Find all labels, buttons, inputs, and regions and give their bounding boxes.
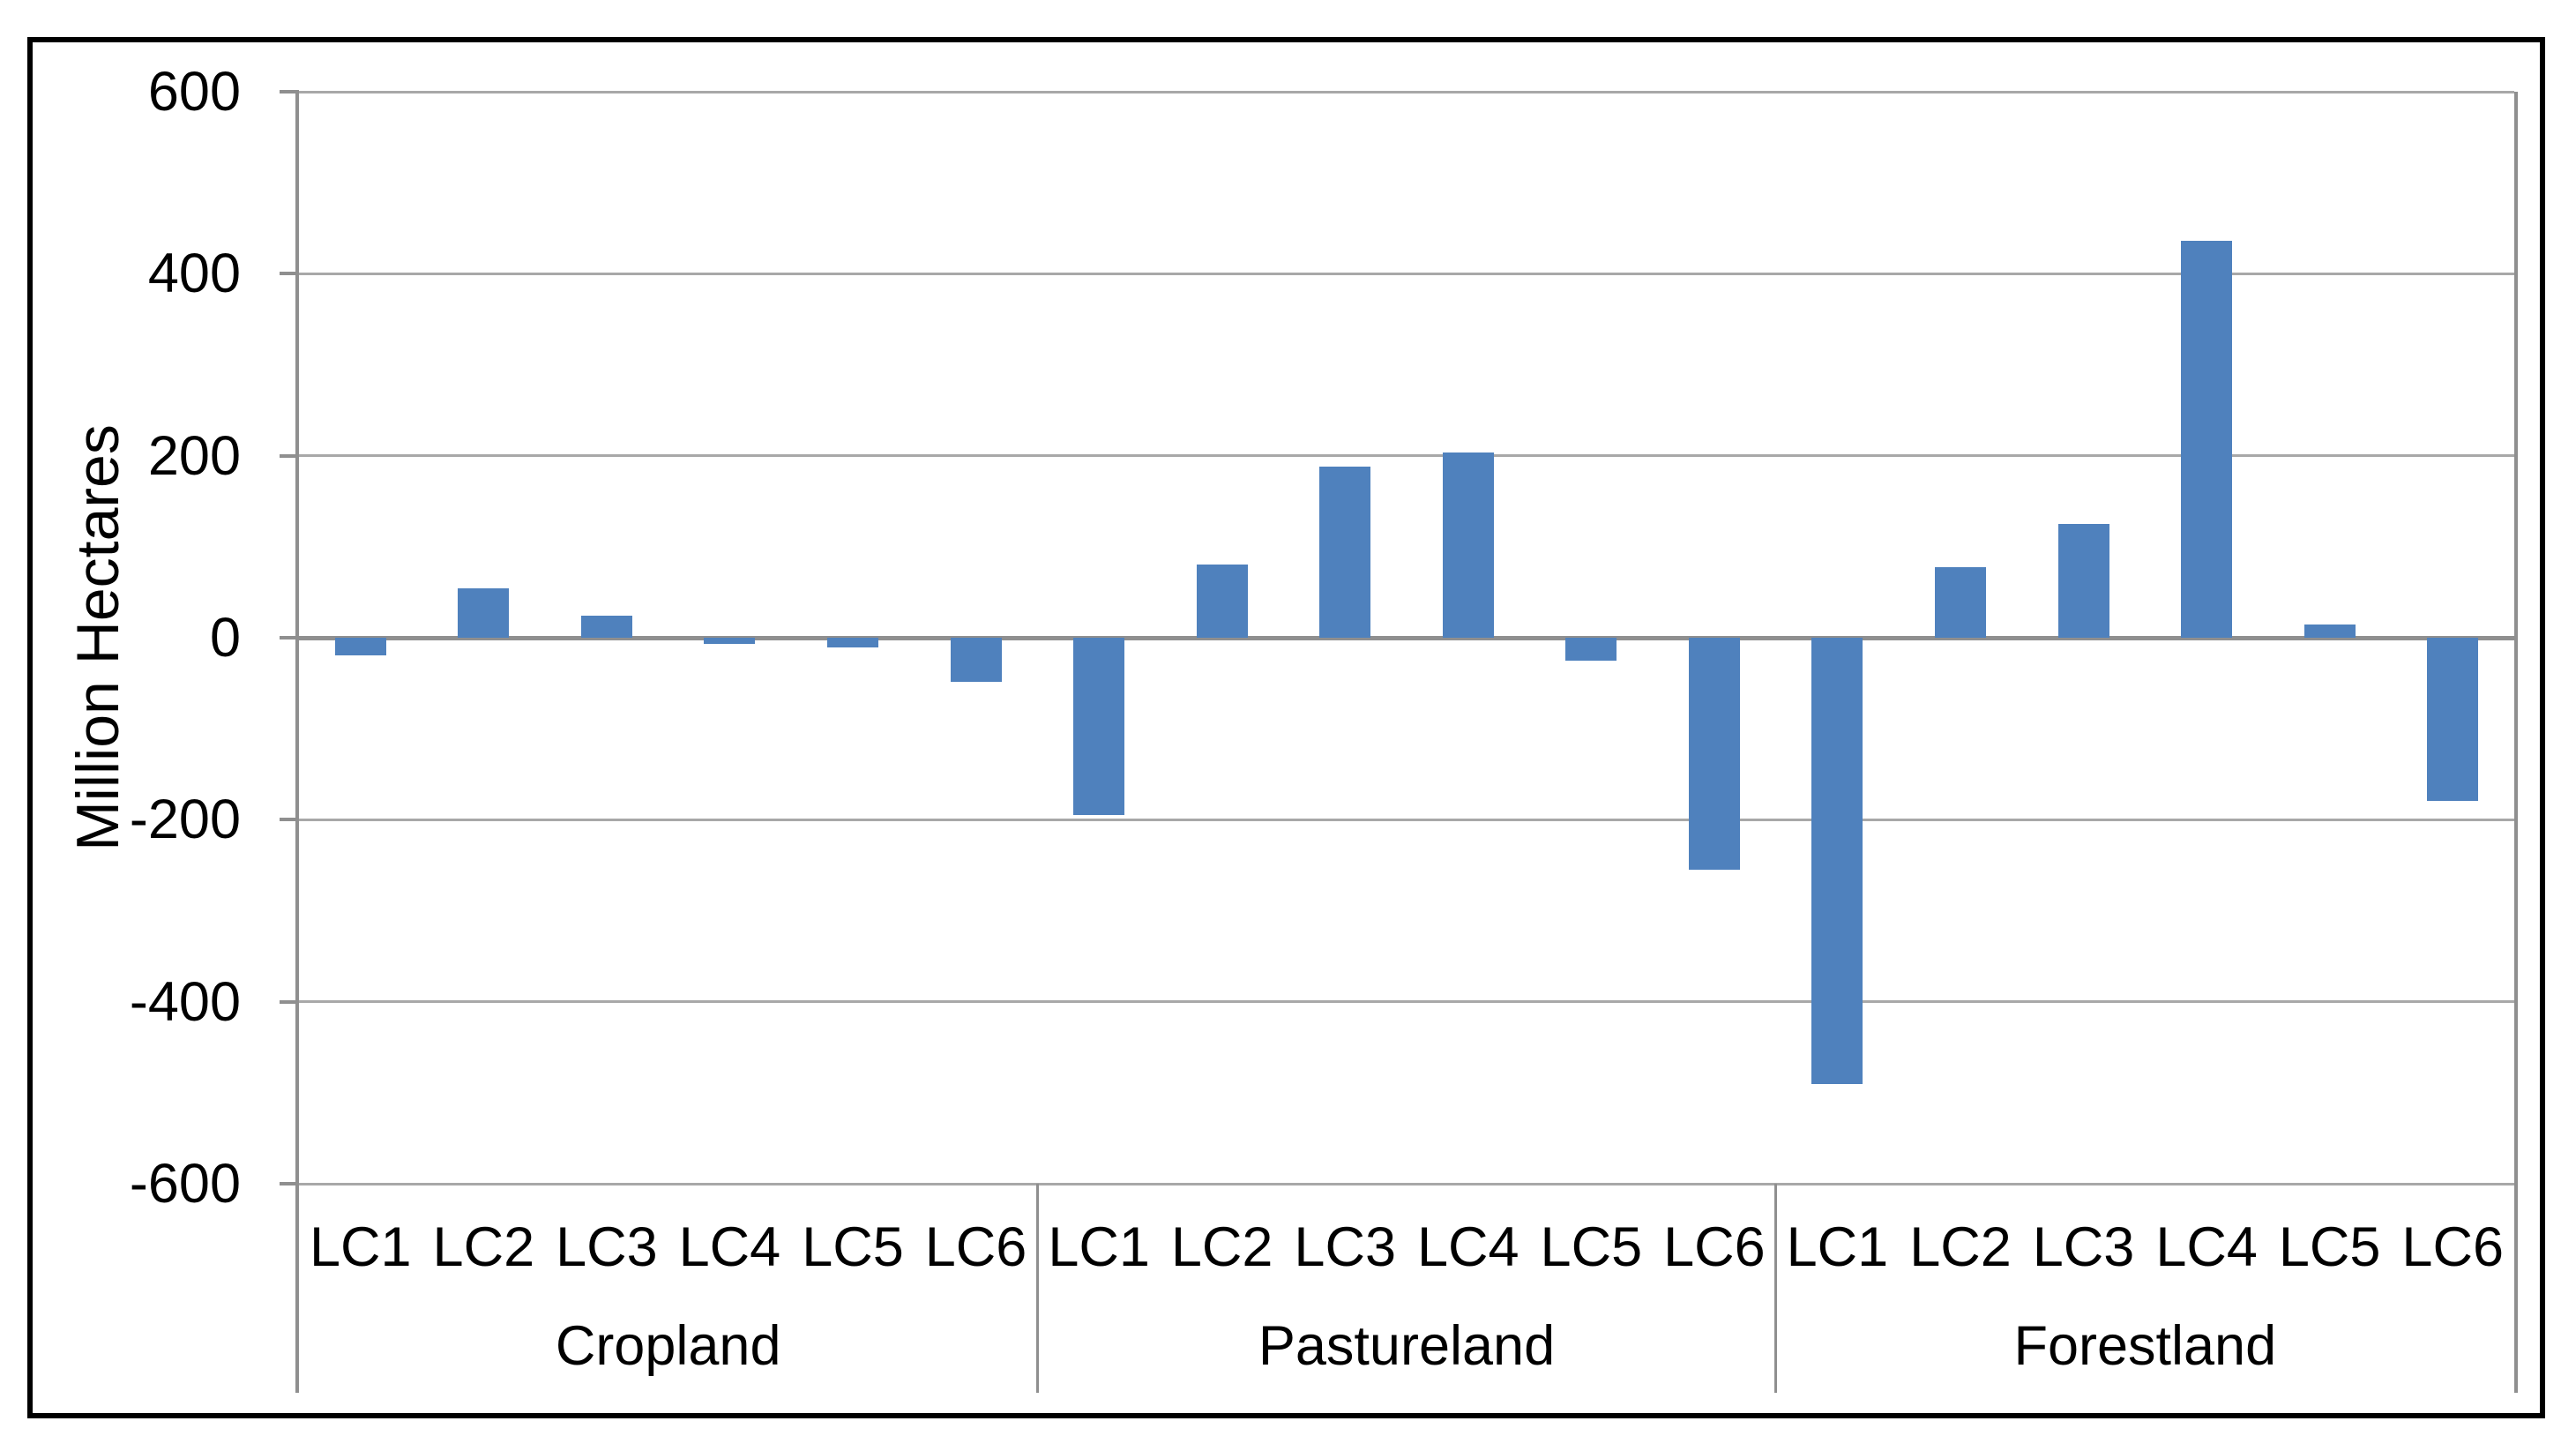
y-tick-mark	[280, 1182, 299, 1185]
bar-pastureland-lc3	[1319, 467, 1371, 638]
bar-forestland-lc2	[1935, 566, 1986, 638]
bar-forestland-lc1	[1811, 638, 1863, 1084]
y-gridline	[299, 1182, 2514, 1185]
bar-pastureland-lc5	[1565, 638, 1617, 661]
bar-forestland-lc3	[2057, 524, 2109, 638]
x-tick-label: LC4	[1416, 1216, 1519, 1278]
bar-forestland-lc6	[2427, 638, 2479, 801]
y-tick-label: 600	[147, 61, 241, 123]
bar-pastureland-lc6	[1688, 638, 1740, 871]
x-tick-label: LC1	[1048, 1216, 1150, 1278]
x-tick-label: LC3	[2032, 1216, 2135, 1278]
x-tick-label: LC4	[678, 1216, 781, 1278]
x-group-label-forestland: Forestland	[2013, 1315, 2277, 1377]
zero-axis-line	[299, 635, 2514, 640]
category-group-separator	[1035, 1184, 1039, 1393]
x-tick-label: LC3	[556, 1216, 658, 1278]
x-group-label-cropland: Cropland	[555, 1315, 781, 1377]
bar-cropland-lc6	[950, 638, 1002, 682]
bar-pastureland-lc1	[1073, 638, 1125, 816]
x-tick-label: LC6	[2401, 1216, 2504, 1278]
y-gridline	[299, 272, 2514, 275]
y-gridline	[299, 454, 2514, 458]
bar-forestland-lc5	[2303, 624, 2356, 638]
x-tick-label: LC2	[1909, 1216, 2012, 1278]
bar-pastureland-lc4	[1442, 452, 1494, 638]
bar-cropland-lc4	[704, 638, 756, 645]
y-tick-label: 400	[147, 243, 241, 305]
y-tick-mark	[280, 818, 299, 822]
bar-cropland-lc1	[334, 638, 386, 655]
bar-cropland-lc3	[580, 616, 632, 638]
y-axis-line	[295, 92, 299, 1393]
y-gridline	[299, 1000, 2514, 1004]
bar-forestland-lc4	[2181, 241, 2233, 638]
y-tick-label: 200	[147, 424, 241, 487]
y-tick-mark	[280, 272, 299, 276]
x-tick-label: LC6	[1663, 1216, 1766, 1278]
y-tick-label: -400	[129, 970, 241, 1033]
y-tick-label: 0	[209, 607, 241, 669]
y-tick-mark	[280, 453, 299, 458]
x-tick-label: LC3	[1294, 1216, 1396, 1278]
x-tick-label: LC1	[309, 1216, 412, 1278]
y-tick-mark	[280, 636, 299, 639]
y-gridline	[299, 818, 2514, 821]
bar-cropland-lc2	[458, 588, 510, 638]
x-tick-label: LC6	[924, 1216, 1027, 1278]
x-tick-label: LC1	[1786, 1216, 1889, 1278]
x-tick-label: LC5	[2278, 1216, 2381, 1278]
x-tick-label: LC4	[2155, 1216, 2258, 1278]
x-tick-label: LC2	[432, 1216, 535, 1278]
y-tick-label: -200	[129, 789, 241, 851]
x-tick-label: LC5	[802, 1216, 904, 1278]
x-group-label-pastureland: Pastureland	[1258, 1315, 1556, 1377]
y-tick-mark	[280, 999, 299, 1004]
bar-cropland-lc5	[827, 638, 878, 648]
category-group-separator	[1774, 1184, 1778, 1393]
y-gridline	[299, 90, 2514, 93]
y-tick-label: -600	[129, 1153, 241, 1215]
x-tick-label: LC5	[1540, 1216, 1643, 1278]
x-tick-label: LC2	[1170, 1216, 1273, 1278]
plot-right-edge-line	[2514, 92, 2518, 1393]
plot-area: 600 400 200 0 -200 -400 -600 LC1 LC2 LC3 LC4 LC5 LC6…	[130, 61, 2518, 1393]
y-tick-mark	[280, 90, 299, 93]
chart-frame: Million Hectares 600 400 200 0 -200 -400 -600 L…	[27, 37, 2545, 1418]
bar-pastureland-lc2	[1196, 565, 1248, 638]
